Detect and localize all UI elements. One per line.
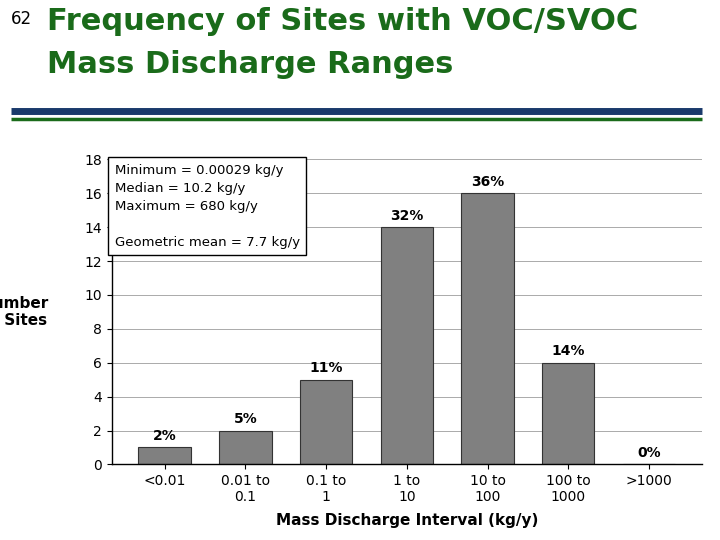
Text: 14%: 14% <box>552 345 585 359</box>
Text: 5%: 5% <box>233 412 257 426</box>
X-axis label: Mass Discharge Interval (kg/y): Mass Discharge Interval (kg/y) <box>276 512 538 528</box>
Bar <box>381 227 433 464</box>
Text: 36%: 36% <box>471 175 504 189</box>
Bar <box>219 430 271 464</box>
Text: Minimum = 0.00029 kg/y
Median = 10.2 kg/y
Maximum = 680 kg/y

Geometric mean = 7: Minimum = 0.00029 kg/y Median = 10.2 kg/… <box>114 164 300 249</box>
Text: Mass Discharge Ranges: Mass Discharge Ranges <box>47 50 453 79</box>
Text: 32%: 32% <box>390 209 423 223</box>
Text: 62: 62 <box>11 10 32 28</box>
Bar <box>542 363 595 464</box>
Bar <box>138 448 191 464</box>
Bar <box>462 193 514 464</box>
Bar <box>300 380 352 464</box>
Text: 0%: 0% <box>637 446 661 460</box>
Text: Frequency of Sites with VOC/SVOC: Frequency of Sites with VOC/SVOC <box>47 6 638 36</box>
Text: 2%: 2% <box>153 429 176 443</box>
Text: 11%: 11% <box>310 361 343 375</box>
Text: Number
of Sites: Number of Sites <box>0 296 48 328</box>
